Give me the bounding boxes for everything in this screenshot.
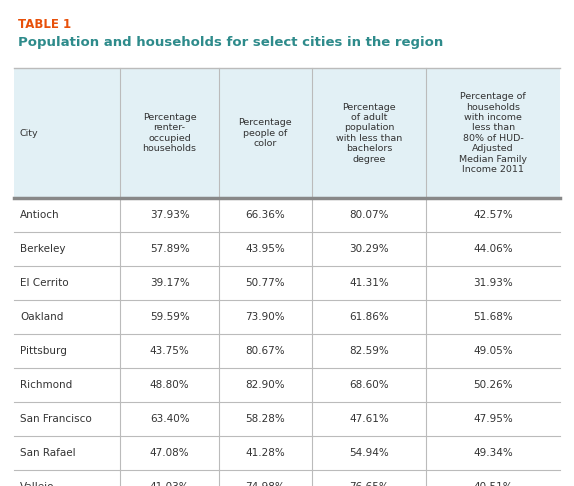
Text: 74.98%: 74.98% [245, 482, 285, 486]
Text: 51.68%: 51.68% [473, 312, 513, 322]
Text: 39.17%: 39.17% [150, 278, 189, 288]
Text: 48.80%: 48.80% [150, 380, 189, 390]
Text: San Rafael: San Rafael [20, 448, 76, 458]
Text: 80.07%: 80.07% [349, 210, 389, 220]
Text: 31.93%: 31.93% [473, 278, 513, 288]
Text: 76.65%: 76.65% [349, 482, 389, 486]
Text: Pittsburg: Pittsburg [20, 346, 67, 356]
Text: 37.93%: 37.93% [150, 210, 189, 220]
Text: 49.34%: 49.34% [473, 448, 513, 458]
Text: 44.06%: 44.06% [474, 244, 513, 254]
Text: 63.40%: 63.40% [150, 414, 189, 424]
Text: 54.94%: 54.94% [349, 448, 389, 458]
Text: 59.59%: 59.59% [150, 312, 189, 322]
Text: San Francisco: San Francisco [20, 414, 92, 424]
Text: Antioch: Antioch [20, 210, 60, 220]
Text: 41.31%: 41.31% [349, 278, 389, 288]
Text: El Cerrito: El Cerrito [20, 278, 69, 288]
Text: 43.95%: 43.95% [245, 244, 285, 254]
Text: 40.51%: 40.51% [474, 482, 513, 486]
Text: 47.95%: 47.95% [473, 414, 513, 424]
Text: 80.67%: 80.67% [245, 346, 285, 356]
Text: Oakland: Oakland [20, 312, 63, 322]
Text: Vallejo: Vallejo [20, 482, 55, 486]
Text: 43.75%: 43.75% [150, 346, 189, 356]
Text: City: City [20, 128, 38, 138]
Text: 50.77%: 50.77% [245, 278, 285, 288]
Text: 41.28%: 41.28% [245, 448, 285, 458]
Text: Percentage
renter-
occupied
households: Percentage renter- occupied households [142, 113, 197, 153]
Text: 42.57%: 42.57% [473, 210, 513, 220]
Text: Percentage of
households
with income
less than
80% of HUD-
Adjusted
Median Famil: Percentage of households with income les… [459, 92, 527, 174]
Text: 73.90%: 73.90% [245, 312, 285, 322]
Text: Berkeley: Berkeley [20, 244, 65, 254]
Text: 41.03%: 41.03% [150, 482, 189, 486]
Text: 66.36%: 66.36% [245, 210, 285, 220]
Text: 47.08%: 47.08% [150, 448, 189, 458]
Bar [14, 68, 560, 198]
Text: Percentage
people of
color: Percentage people of color [238, 118, 292, 148]
Text: Population and households for select cities in the region: Population and households for select cit… [18, 36, 443, 49]
Text: Percentage
of adult
population
with less than
bachelors
degree: Percentage of adult population with less… [336, 103, 402, 163]
Text: 82.59%: 82.59% [349, 346, 389, 356]
Text: 58.28%: 58.28% [245, 414, 285, 424]
Text: Richmond: Richmond [20, 380, 72, 390]
Text: 47.61%: 47.61% [349, 414, 389, 424]
Text: 30.29%: 30.29% [349, 244, 389, 254]
Text: 50.26%: 50.26% [474, 380, 513, 390]
Text: 82.90%: 82.90% [245, 380, 285, 390]
Text: 49.05%: 49.05% [474, 346, 513, 356]
Text: 57.89%: 57.89% [150, 244, 189, 254]
Text: TABLE 1: TABLE 1 [18, 18, 71, 31]
Text: 68.60%: 68.60% [349, 380, 389, 390]
Text: 61.86%: 61.86% [349, 312, 389, 322]
